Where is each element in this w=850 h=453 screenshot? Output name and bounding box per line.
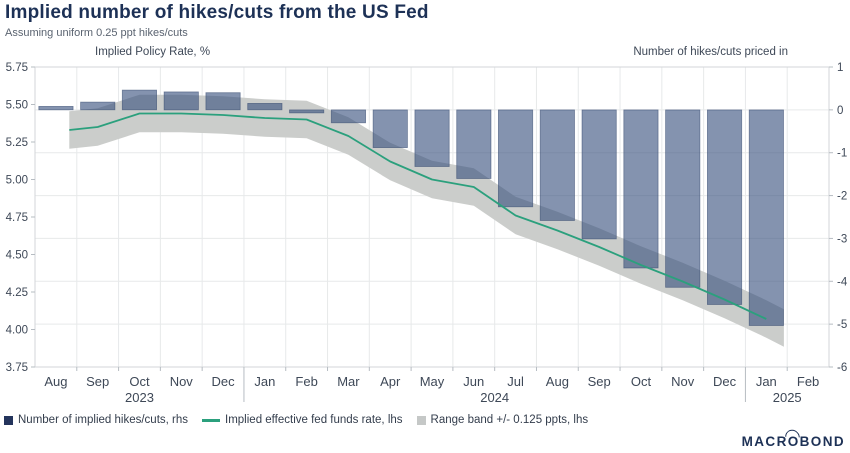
x-label-nov-3: Nov	[170, 374, 194, 389]
bar-dec-4	[205, 92, 241, 111]
chart-subtitle: Assuming uniform 0.25 ppt hikes/cuts	[5, 27, 188, 39]
left-tick-label: 5.25	[6, 137, 28, 149]
x-label-jun-10: Jun	[463, 374, 484, 389]
line-series-swatch-icon	[202, 418, 221, 422]
macrobond-logo: MACROBOND	[742, 434, 845, 449]
range-band	[69, 94, 784, 347]
legend-label-band: Range band +/- 0.125 ppts, lhs	[430, 414, 589, 426]
legend-item-band: Range band +/- 0.125 ppts, lhs	[416, 414, 589, 426]
x-label-oct-14: Oct	[631, 374, 652, 389]
bar-aug-12	[539, 109, 575, 221]
left-tick-label: 4.75	[6, 212, 28, 224]
right-axis-title: Number of hikes/cuts priced in	[633, 46, 788, 58]
right-tick-label: -2	[837, 191, 847, 203]
logo-text-post: BOND	[799, 434, 845, 449]
legend-label-bars: Number of implied hikes/cuts, rhs	[18, 414, 189, 426]
bar-sep-1	[80, 101, 116, 111]
bar-jan-17	[748, 109, 784, 326]
left-axis-title: Implied Policy Rate, %	[95, 46, 211, 58]
right-tick-label: 0	[837, 105, 843, 117]
bar-oct-14	[623, 109, 659, 269]
x-label-dec-16: Dec	[713, 374, 737, 389]
bar-nov-3	[163, 91, 199, 111]
band-series-swatch-icon	[416, 415, 426, 425]
year-label-2024: 2024	[480, 390, 509, 405]
x-label-mar-7: Mar	[337, 374, 360, 389]
x-label-apr-8: Apr	[380, 374, 401, 389]
bar-series-swatch-icon	[4, 415, 13, 425]
bar-aug-0	[38, 106, 74, 111]
logo-o-ring-icon: O	[787, 434, 800, 449]
bar-mar-7	[330, 109, 366, 124]
x-label-aug-0: Aug	[44, 374, 67, 389]
logo-text-pre: MACR	[741, 434, 788, 449]
bar-jun-10	[456, 109, 492, 179]
left-tick-label: 4.00	[6, 325, 28, 337]
page-title: Implied number of hikes/cuts from the US…	[5, 2, 429, 23]
bar-may-9	[414, 109, 450, 167]
x-label-may-9: May	[420, 374, 445, 389]
x-label-sep-1: Sep	[86, 374, 109, 389]
chart-plot-area: 5.75 5.50 5.25 5.00 4.75 4.50 4.25 4.00 3.75 1 0 -1…	[6, 62, 848, 405]
right-tick-label: -5	[837, 319, 847, 331]
bar-oct-2	[121, 89, 158, 111]
year-label-2025: 2025	[773, 390, 802, 405]
x-label-sep-13: Sep	[588, 374, 611, 389]
fed-funds-rate-line	[69, 112, 767, 320]
right-tick-label: -3	[837, 233, 847, 245]
left-tick-label: 3.75	[6, 362, 28, 374]
x-label-feb-18: Feb	[797, 374, 819, 389]
left-tick-label: 5.50	[6, 100, 28, 112]
bar-jul-11	[497, 109, 534, 208]
right-tick-label: -4	[837, 276, 848, 288]
bar-jan-5	[247, 103, 283, 111]
right-tick-label: 1	[837, 62, 843, 74]
left-tick-label: 5.00	[6, 175, 28, 187]
chart-legend: Number of implied hikes/cuts, rhs Implie…	[4, 414, 596, 426]
right-tick-label: -1	[837, 148, 847, 160]
x-label-oct-2: Oct	[129, 374, 150, 389]
left-tick-label: 4.25	[6, 287, 28, 299]
x-label-jul-11: Jul	[507, 374, 524, 389]
bar-sep-13	[581, 109, 617, 240]
legend-item-bars: Number of implied hikes/cuts, rhs	[4, 414, 188, 426]
x-label-jan-17: Jan	[756, 374, 777, 389]
right-tick-label: -6	[837, 362, 847, 374]
x-label-dec-4: Dec	[211, 374, 235, 389]
bar-feb-6	[289, 109, 325, 114]
legend-label-line: Implied effective fed funds rate, lhs	[225, 414, 403, 426]
bar-nov-15	[665, 109, 701, 288]
left-tick-label: 5.75	[6, 62, 28, 74]
year-label-2023: 2023	[125, 390, 154, 405]
left-tick-label: 4.50	[6, 250, 28, 262]
x-label-nov-15: Nov	[671, 374, 695, 389]
legend-item-line: Implied effective fed funds rate, lhs	[202, 414, 403, 426]
bar-dec-16	[707, 109, 743, 305]
bar-apr-8	[372, 109, 408, 149]
x-label-jan-5: Jan	[254, 374, 275, 389]
x-label-feb-6: Feb	[295, 374, 317, 389]
x-label-aug-12: Aug	[546, 374, 569, 389]
